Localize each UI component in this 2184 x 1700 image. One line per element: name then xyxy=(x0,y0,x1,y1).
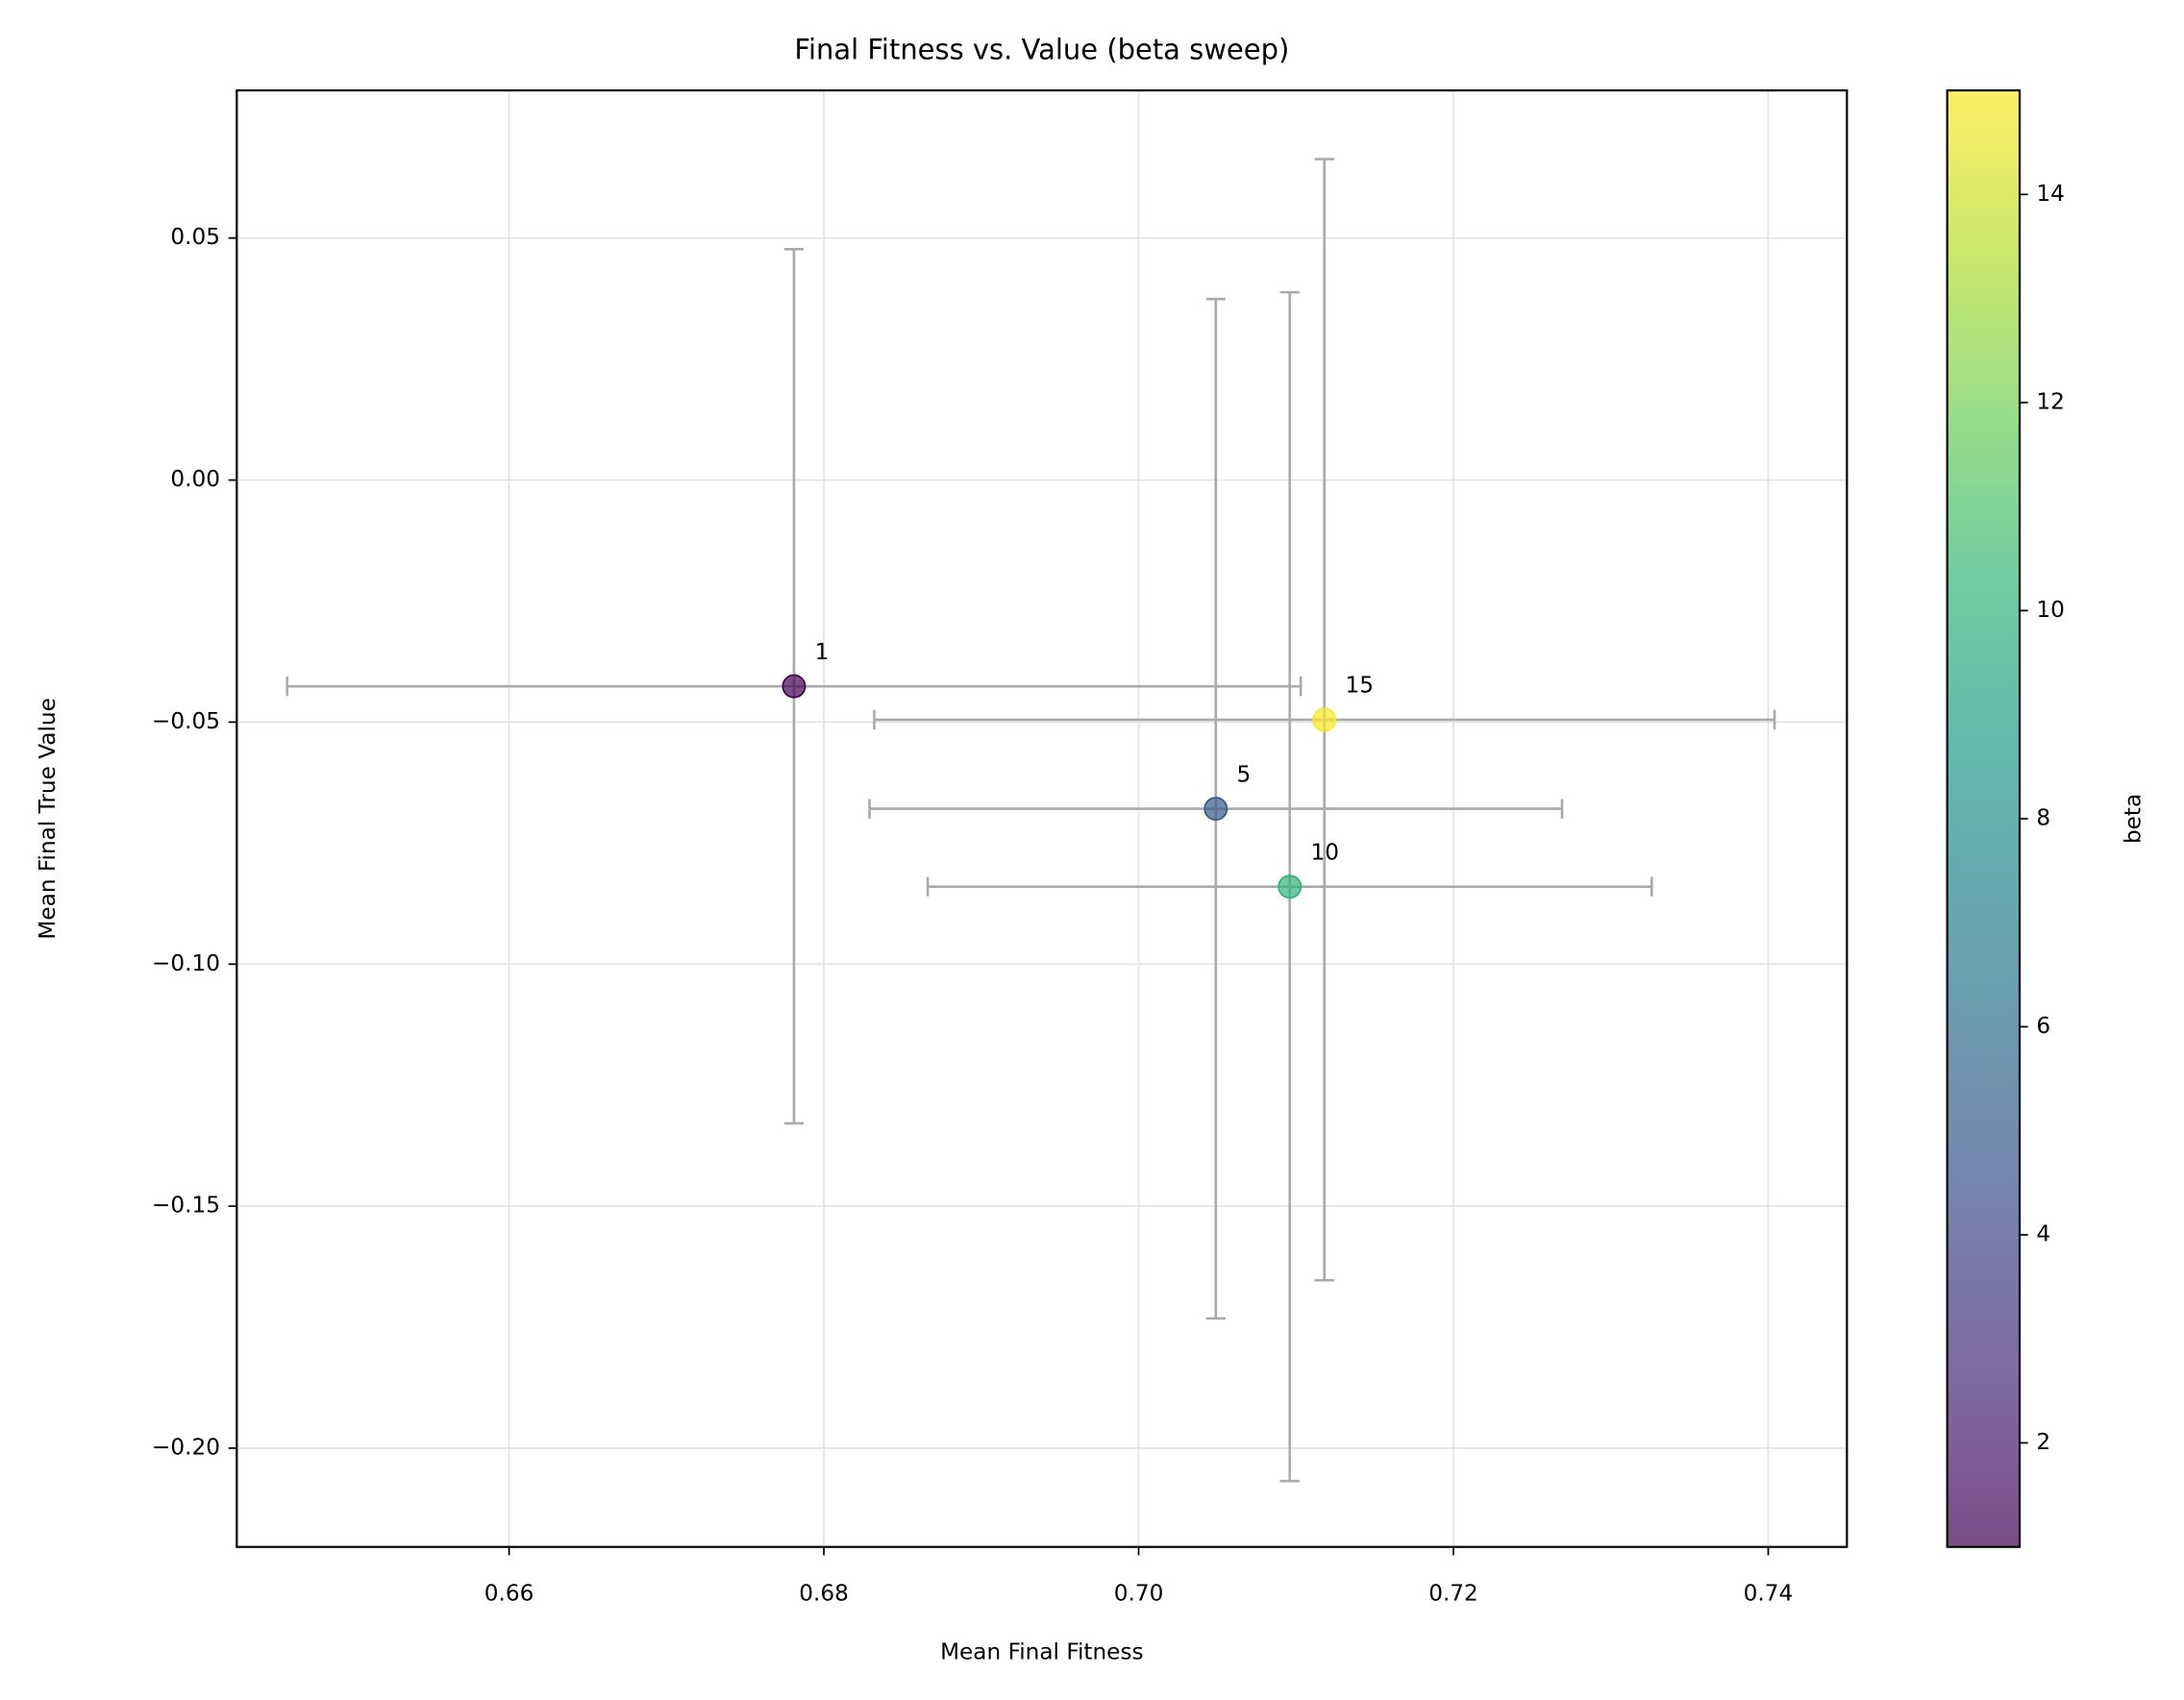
y-tick-label: −0.15 xyxy=(152,1193,220,1219)
x-tick-label: 0.72 xyxy=(1428,1580,1478,1606)
y-tick-label: −0.10 xyxy=(152,950,220,976)
chart-title: Final Fitness vs. Value (beta sweep) xyxy=(794,34,1289,66)
y-tick-label: −0.20 xyxy=(152,1434,220,1460)
point-label: 1 xyxy=(815,639,830,665)
colorbar-tick-label: 14 xyxy=(2036,181,2065,207)
x-tick-label: 0.74 xyxy=(1744,1580,1794,1606)
colorbar-tick-label: 10 xyxy=(2036,597,2065,623)
point-label: 15 xyxy=(1345,673,1374,699)
colorbar-tick-label: 8 xyxy=(2036,804,2050,830)
colorbar-tick-label: 6 xyxy=(2036,1013,2050,1039)
point xyxy=(782,674,807,699)
plot-frame xyxy=(236,88,1849,1548)
y-tick-label: −0.05 xyxy=(152,708,220,734)
colorbar-tick-label: 4 xyxy=(2036,1220,2050,1246)
colorbar-tick-label: 2 xyxy=(2036,1429,2050,1455)
y-axis-label: Mean Final True Value xyxy=(35,698,61,939)
colorbar xyxy=(1947,90,2021,1547)
x-tick-label: 0.66 xyxy=(484,1580,534,1606)
y-tick-label: 0.05 xyxy=(170,224,220,250)
point xyxy=(1312,707,1337,732)
point xyxy=(1278,875,1303,899)
colorbar-label: beta xyxy=(2120,794,2146,844)
point-label: 5 xyxy=(1236,761,1251,787)
y-tick-label: 0.00 xyxy=(170,466,220,492)
x-tick-label: 0.70 xyxy=(1114,1580,1164,1606)
point-label: 10 xyxy=(1310,839,1339,865)
point xyxy=(1204,797,1228,822)
x-tick-label: 0.68 xyxy=(799,1580,849,1606)
colorbar-tick-label: 12 xyxy=(2036,388,2065,414)
x-axis-label: Mean Final Fitness xyxy=(940,1638,1144,1664)
